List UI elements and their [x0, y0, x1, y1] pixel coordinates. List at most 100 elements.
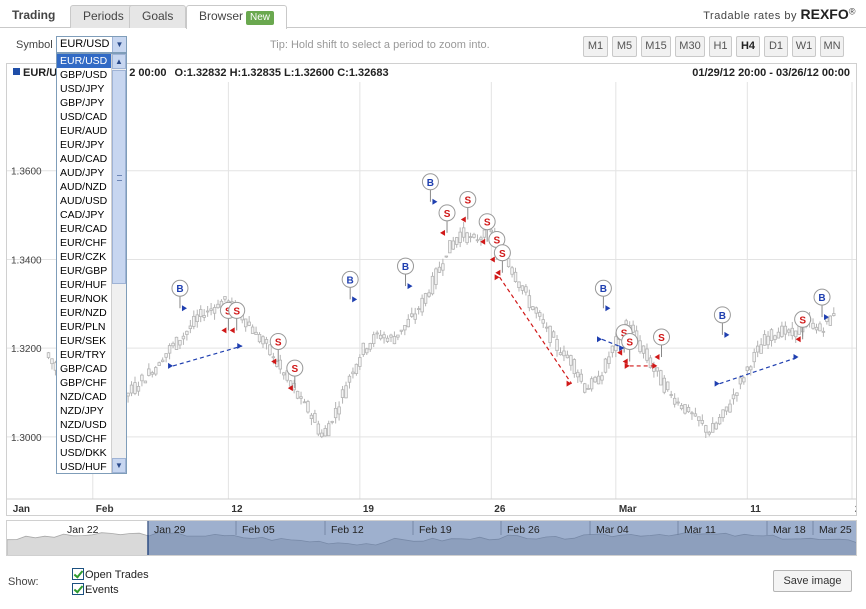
period-button-m1[interactable]: M1 — [583, 36, 608, 57]
trade-line[interactable] — [719, 356, 799, 385]
navigator-label: Feb 12 — [331, 524, 364, 536]
symbol-option[interactable]: EUR/CHF — [60, 237, 107, 249]
event-marker[interactable] — [341, 270, 359, 288]
navigator-selection[interactable] — [148, 521, 857, 556]
symbol-option[interactable]: EUR/TRY — [60, 349, 106, 361]
event-marker[interactable] — [269, 332, 287, 350]
open-trades-toggle[interactable]: Open Trades — [72, 568, 149, 582]
event-marker[interactable] — [794, 310, 812, 328]
symbol-option[interactable]: NZD/CAD — [60, 391, 107, 403]
trade-line[interactable] — [601, 338, 625, 349]
symbol-option[interactable]: EUR/AUD — [60, 125, 108, 137]
chart-canvas[interactable]: Jan Feb 12 19 26 Mar 11 1825 1.3000 1.3200 1.3400 1… — [7, 64, 857, 516]
symbol-option[interactable]: EUR/HUF — [60, 279, 107, 291]
symbol-option[interactable]: USD/CAD — [60, 111, 108, 123]
symbol-option[interactable]: NZD/USD — [60, 419, 107, 431]
event-arrow-icon — [221, 327, 227, 334]
period-button-h1[interactable]: H1 — [709, 36, 732, 57]
navigator[interactable]: Jan 22 Jan 29 Feb 05 Feb 12 Feb 19 Feb 26 Mar … — [6, 520, 857, 556]
chevron-down-icon[interactable]: ▼ — [112, 37, 126, 52]
event-letter: B — [347, 275, 354, 286]
candle-body — [458, 231, 462, 243]
event-marker[interactable] — [621, 332, 639, 350]
event-arrow-icon — [352, 296, 358, 303]
symbol-option[interactable]: AUD/NZD — [60, 181, 107, 193]
period-button-m30[interactable]: M30 — [675, 36, 705, 57]
event-marker[interactable] — [594, 279, 612, 297]
period-button-w1[interactable]: W1 — [792, 36, 816, 57]
symbol-option[interactable]: AUD/USD — [60, 195, 108, 207]
candle-body — [448, 240, 452, 254]
y-tick-label: 1.3000 — [11, 433, 42, 444]
symbol-option[interactable]: GBP/CHF — [60, 377, 107, 389]
save-image-button[interactable]: Save image — [773, 570, 852, 592]
symbol-option[interactable]: EUR/USD — [57, 54, 112, 68]
dropdown-scrollbar[interactable]: ▲ ▼ — [111, 54, 126, 473]
chart-info: EUR/U 2 00:00 O:1.32832 H:1.32835 L:1.3260… — [13, 67, 389, 79]
tab-trading[interactable]: Trading — [12, 8, 56, 22]
period-button-d1[interactable]: D1 — [764, 36, 788, 57]
symbol-option[interactable]: AUD/JPY — [60, 167, 105, 179]
period-button-h4[interactable]: H4 — [736, 36, 760, 57]
candle-body — [361, 342, 366, 355]
trade-line[interactable] — [499, 276, 573, 384]
symbol-dropdown-list[interactable]: EUR/USD GBP/USD USD/JPY GBP/JPY USD/CAD EUR/A… — [56, 53, 127, 474]
events-toggle[interactable]: Events — [72, 583, 119, 597]
navigator-canvas[interactable]: Jan 22 Jan 29 Feb 05 Feb 12 Feb 19 Feb 26 Mar … — [7, 521, 857, 556]
trade-line[interactable] — [172, 345, 243, 367]
event-marker[interactable] — [397, 257, 415, 275]
symbol-option[interactable]: USD/JPY — [60, 83, 105, 95]
event-marker[interactable] — [653, 328, 671, 346]
events-checkbox[interactable] — [72, 583, 84, 595]
period-button-mn[interactable]: MN — [820, 36, 844, 57]
event-marker[interactable] — [438, 204, 456, 222]
symbol-option[interactable]: EUR/SEK — [60, 335, 107, 347]
symbol-option[interactable]: EUR/CZK — [60, 251, 107, 263]
candle-body — [140, 374, 144, 382]
candle-body — [607, 356, 611, 364]
symbol-option[interactable]: GBP/USD — [60, 69, 108, 81]
tab-periods[interactable]: Periods — [70, 5, 137, 28]
symbol-option[interactable]: USD/CHF — [60, 433, 107, 445]
price-chart[interactable]: Jan Feb 12 19 26 Mar 11 1825 1.3000 1.3200 1.3400 1… — [6, 63, 857, 516]
event-marker[interactable] — [713, 306, 731, 324]
symbol-option[interactable]: NZD/JPY — [60, 405, 104, 417]
symbol-option[interactable]: EUR/GBP — [60, 265, 108, 277]
candle-body — [735, 392, 739, 396]
open-trades-checkbox[interactable] — [72, 568, 84, 580]
trade-marker-icon — [793, 354, 799, 361]
candle-body — [762, 334, 767, 346]
symbol-option[interactable]: AUD/CAD — [60, 153, 108, 165]
period-button-m5[interactable]: M5 — [612, 36, 637, 57]
candle-body — [389, 334, 393, 338]
candle-body — [472, 233, 476, 238]
scroll-thumb[interactable] — [112, 70, 126, 284]
event-marker[interactable] — [813, 288, 831, 306]
symbol-option[interactable]: GBP/JPY — [60, 97, 105, 109]
symbol-select[interactable]: EUR/USD ▼ — [56, 36, 127, 53]
event-marker[interactable] — [493, 244, 511, 262]
symbol-option[interactable]: CAD/JPY — [60, 209, 105, 221]
tab-browser[interactable]: Browser New — [186, 5, 288, 29]
event-marker[interactable] — [286, 359, 304, 377]
symbol-option[interactable]: EUR/NZD — [60, 307, 107, 319]
scroll-up-icon[interactable]: ▲ — [112, 54, 126, 69]
symbol-option[interactable]: EUR/NOK — [60, 293, 108, 305]
event-marker[interactable] — [171, 279, 189, 297]
symbol-option[interactable]: USD/HUF — [60, 461, 107, 473]
event-marker[interactable] — [478, 213, 496, 231]
symbol-option[interactable]: USD/DKK — [60, 447, 107, 459]
candle-body — [596, 375, 601, 385]
period-button-m15[interactable]: M15 — [641, 36, 671, 57]
event-letter: S — [291, 364, 298, 375]
candle-body — [752, 351, 756, 363]
symbol-option[interactable]: GBP/CAD — [60, 363, 108, 375]
symbol-option[interactable]: EUR/CAD — [60, 223, 108, 235]
symbol-option[interactable]: EUR/PLN — [60, 321, 106, 333]
event-marker[interactable] — [228, 301, 246, 319]
scroll-down-icon[interactable]: ▼ — [112, 458, 126, 473]
event-marker[interactable] — [459, 191, 477, 209]
symbol-option[interactable]: EUR/JPY — [60, 139, 105, 151]
tab-goals[interactable]: Goals — [129, 5, 187, 28]
event-marker[interactable] — [421, 173, 439, 191]
